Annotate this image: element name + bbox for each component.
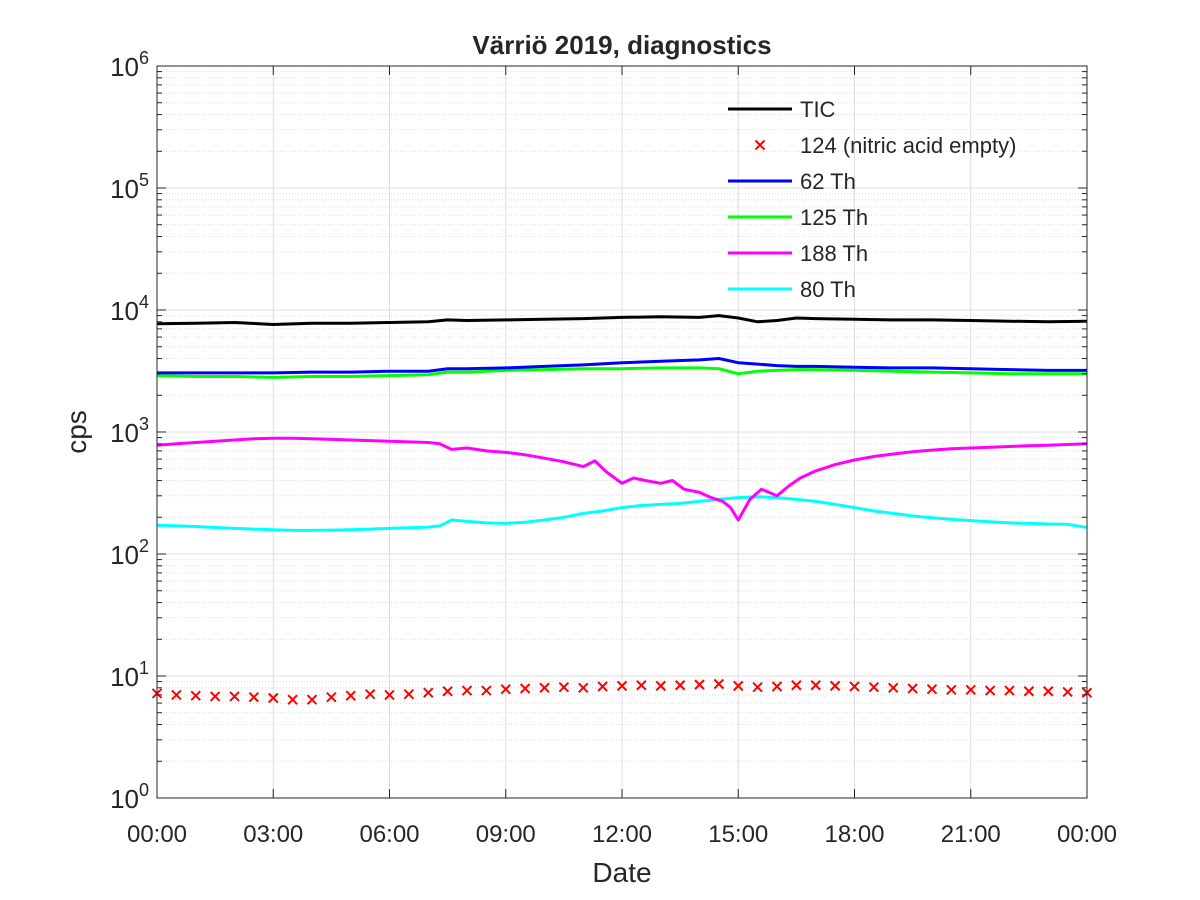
x-tick-label: 03:00	[243, 821, 303, 848]
series-marker-124-nitric-acid-empty	[1043, 686, 1054, 697]
series-marker-124-nitric-acid-empty	[984, 685, 996, 696]
series-marker-124-nitric-acid-empty	[907, 683, 918, 694]
y-tick-label: 101	[110, 658, 149, 692]
series-marker-124-nitric-acid-empty	[810, 680, 821, 691]
series-marker-124-nitric-acid-empty	[442, 686, 453, 697]
y-tick-label: 104	[110, 292, 149, 326]
series-marker-124-nitric-acid-empty	[268, 692, 279, 704]
series-layer	[151, 314, 1093, 705]
series-marker-124-nitric-acid-empty	[752, 681, 763, 693]
legend-label-62-th: 62 Th	[800, 169, 856, 194]
legend: TIC 124 (nitric acid empty) 62 Th 125 Th 188…	[728, 97, 1016, 302]
series-line-188-th	[156, 436, 1088, 522]
legend-swatch-124-nitric-acid-empty	[754, 139, 766, 151]
series-marker-124-nitric-acid-empty	[674, 680, 686, 691]
series-marker-124-nitric-acid-empty	[868, 681, 880, 693]
series-marker-124-nitric-acid-empty	[926, 683, 938, 695]
series-marker-124-nitric-acid-empty	[229, 691, 240, 702]
series-marker-124-nitric-acid-empty	[423, 687, 434, 698]
series-marker-124-nitric-acid-empty	[461, 685, 473, 696]
series-marker-124-nitric-acid-empty	[1023, 686, 1035, 697]
y-tick-label: 105	[110, 170, 149, 204]
x-axis-ticks: 00:00 03:00 06:00 09:00 12:00 15:00 18:00 21:00…	[127, 66, 1117, 848]
legend-label-80-th: 80 Th	[800, 277, 856, 302]
y-axis-ticks: 100 101 102 103 104 105 106	[110, 48, 1087, 814]
x-tick-label: 00:00	[1057, 821, 1117, 848]
series-marker-124-nitric-acid-empty	[306, 694, 318, 705]
series-marker-124-nitric-acid-empty	[539, 682, 550, 694]
legend-label-188-th: 188 Th	[800, 241, 868, 266]
series-marker-124-nitric-acid-empty	[849, 681, 860, 692]
series-marker-124-nitric-acid-empty	[403, 688, 415, 700]
series-marker-124-nitric-acid-empty	[694, 679, 705, 690]
series-marker-124-nitric-acid-empty	[733, 680, 744, 692]
series-marker-124-nitric-acid-empty	[713, 678, 725, 690]
series-marker-124-nitric-acid-empty	[616, 680, 628, 692]
y-axis-label: cps	[61, 410, 92, 454]
series-marker-124-nitric-acid-empty	[481, 685, 492, 696]
y-tick-label: 102	[110, 536, 149, 570]
series-marker-124-nitric-acid-empty	[326, 692, 337, 703]
series-marker-124-nitric-acid-empty	[1062, 686, 1073, 698]
series-marker-124-nitric-acid-empty	[190, 690, 201, 701]
x-tick-label: 15:00	[708, 821, 768, 848]
series-marker-124-nitric-acid-empty	[384, 689, 395, 701]
series-line-80-th	[156, 495, 1088, 532]
x-tick-label: 21:00	[941, 821, 1001, 848]
series-marker-124-nitric-acid-empty	[364, 688, 376, 700]
series-marker-124-nitric-acid-empty	[287, 694, 298, 705]
series-marker-124-nitric-acid-empty	[655, 680, 666, 692]
chart-title: Värriö 2019, diagnostics	[472, 30, 771, 60]
x-tick-label: 06:00	[359, 821, 419, 848]
y-tick-label: 100	[110, 780, 149, 814]
series-marker-124-nitric-acid-empty	[500, 683, 511, 695]
x-tick-label: 09:00	[476, 821, 536, 848]
series-marker-124-nitric-acid-empty	[345, 690, 356, 701]
x-tick-label: 18:00	[824, 821, 884, 848]
series-marker-124-nitric-acid-empty	[965, 684, 976, 696]
series-marker-124-nitric-acid-empty	[578, 682, 589, 694]
y-tick-label: 106	[110, 48, 149, 82]
series-marker-124-nitric-acid-empty	[636, 680, 647, 691]
series-line-tic	[156, 314, 1088, 326]
legend-label-124-nitric-acid-empty: 124 (nitric acid empty)	[800, 133, 1016, 158]
series-marker-124-nitric-acid-empty	[171, 689, 182, 701]
x-axis-label: Date	[592, 857, 651, 888]
series-marker-124-nitric-acid-empty	[888, 682, 899, 694]
legend-label-tic: TIC	[800, 97, 836, 122]
series-marker-124-nitric-acid-empty	[597, 681, 608, 692]
series-marker-124-nitric-acid-empty	[791, 680, 802, 691]
legend-label-125-th: 125 Th	[800, 205, 868, 230]
x-tick-label: 00:00	[127, 821, 187, 848]
series-marker-124-nitric-acid-empty	[558, 681, 570, 693]
series-marker-124-nitric-acid-empty	[829, 680, 841, 692]
series-marker-124-nitric-acid-empty	[771, 681, 783, 692]
series-marker-124-nitric-acid-empty	[519, 683, 531, 694]
series-marker-124-nitric-acid-empty	[209, 691, 221, 702]
series-line-62-th	[157, 357, 1087, 375]
series-marker-124-nitric-acid-empty	[946, 684, 957, 696]
series-marker-124-nitric-acid-empty	[248, 692, 260, 703]
y-tick-label: 103	[110, 414, 149, 448]
series-marker-124-nitric-acid-empty	[1004, 685, 1015, 696]
x-tick-label: 12:00	[592, 821, 652, 848]
series-line-125-th	[156, 366, 1087, 379]
